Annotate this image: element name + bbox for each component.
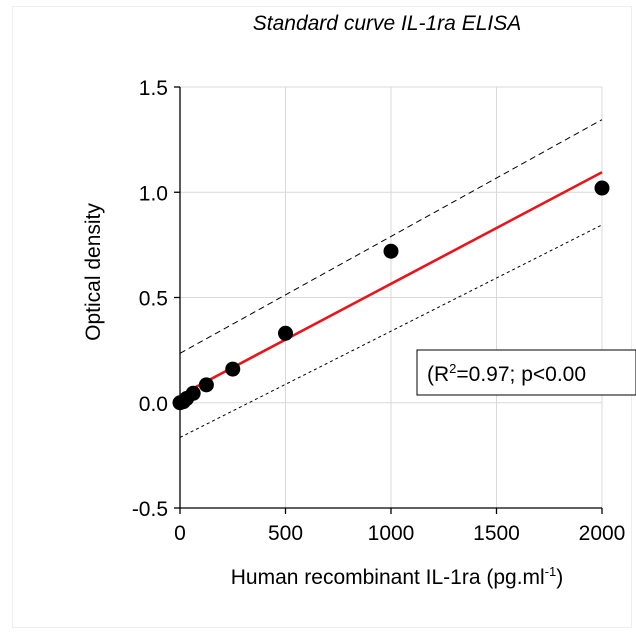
data-point	[278, 325, 293, 341]
data-point	[185, 385, 201, 401]
grid-lines	[180, 86, 603, 509]
annotation-prefix: (R	[427, 363, 449, 386]
annotation-rest: =0.97; p<0.00	[456, 363, 586, 386]
data-point	[383, 243, 399, 259]
axes	[174, 86, 603, 514]
x-axis-label: Human recombinant IL-1ra (pg.ml-1)	[231, 564, 564, 589]
x-axis-label-superscript: -1	[545, 564, 557, 579]
regression-line	[179, 171, 603, 397]
x-tick-label: 1500	[473, 522, 520, 545]
x-axis-label-close: )	[556, 566, 563, 589]
y-tick-label: 0.0	[139, 393, 168, 416]
x-tick-label: 500	[268, 522, 303, 545]
x-tick-label: 2000	[579, 522, 626, 545]
annotation-text: (R2=0.97; p<0.00	[427, 361, 586, 386]
annotation-superscript: 2	[449, 361, 456, 376]
x-tick-label: 1000	[368, 522, 415, 545]
lower-confidence-band	[179, 224, 603, 438]
y-tick-label: 1.5	[139, 77, 168, 100]
data-points	[172, 180, 610, 411]
upper-confidence-band	[179, 119, 603, 354]
y-tick-label: 0.5	[139, 288, 168, 311]
x-tick-label: 0	[174, 522, 186, 545]
chart-title: Standard curve IL-1ra ELISA	[253, 12, 521, 35]
annotation-box	[416, 349, 636, 396]
y-tick-label: 1.0	[139, 182, 168, 205]
tick-labels: 0 500 1000 1500 2000 -0.5 0.0 0.5 1.0 1.5	[132, 77, 626, 545]
fit-line	[179, 171, 603, 397]
confidence-bands	[179, 119, 603, 438]
data-point	[225, 361, 241, 377]
data-point	[198, 377, 214, 393]
chart-frame	[12, 6, 632, 628]
data-point	[594, 180, 610, 196]
y-tick-label: -0.5	[132, 498, 168, 521]
x-axis-label-text: Human recombinant IL-1ra (pg.ml	[231, 566, 545, 589]
y-axis-label: Optical density	[82, 203, 105, 341]
